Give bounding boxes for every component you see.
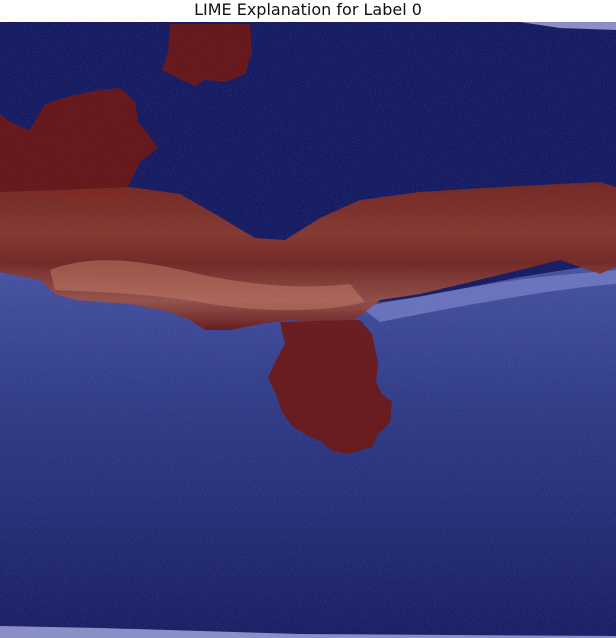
edge-strip-bottom [0, 626, 616, 638]
figure-title: LIME Explanation for Label 0 [194, 0, 422, 19]
mask-blob-top [162, 24, 252, 86]
edge-strip-top-right [520, 22, 616, 30]
mask-blob-lower [268, 320, 392, 454]
lime-image [0, 22, 616, 638]
band-light-stripe [50, 260, 365, 311]
mask-blob-left [0, 88, 158, 202]
lime-overlay-svg [0, 22, 616, 638]
